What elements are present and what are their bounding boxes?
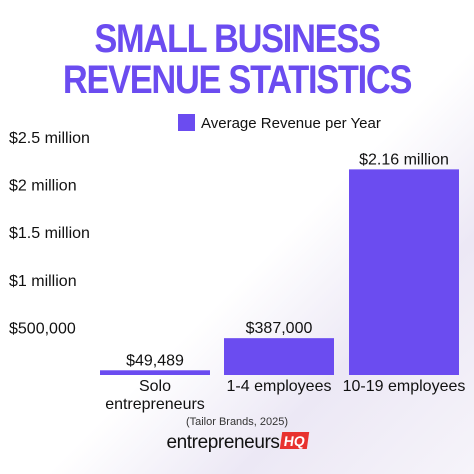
bar <box>349 169 459 375</box>
page-title-line-2: REVENUE STATISTICS <box>62 58 413 102</box>
data-label: $49,489 <box>126 352 184 369</box>
category-label: 1-4 employees <box>227 378 332 395</box>
data-label: $387,000 <box>246 320 313 337</box>
legend-swatch <box>178 114 195 131</box>
bar <box>224 338 334 375</box>
logo-wordmark: entrepreneurs <box>166 432 280 453</box>
logo-badge: HQ <box>279 432 309 449</box>
category-label: Solo <box>139 378 171 395</box>
source-citation: (Tailor Brands, 2025) <box>185 416 289 428</box>
category-label: entrepreneurs <box>105 396 205 413</box>
y-tick-label: $1 million <box>9 273 77 290</box>
bar <box>100 370 210 375</box>
legend-label: Average Revenue per Year <box>201 115 381 132</box>
y-tick-label: $2.5 million <box>9 130 90 147</box>
y-tick-label: $2 million <box>9 178 77 195</box>
page-title-line-1: SMALL BUSINESS <box>94 17 381 61</box>
y-tick-label: $500,000 <box>9 320 76 337</box>
data-label: $2.16 million <box>359 151 449 168</box>
brand-logo: entrepreneurs HQ <box>0 432 474 454</box>
y-tick-label: $1.5 million <box>9 225 90 242</box>
category-label: 10-19 employees <box>343 378 466 395</box>
